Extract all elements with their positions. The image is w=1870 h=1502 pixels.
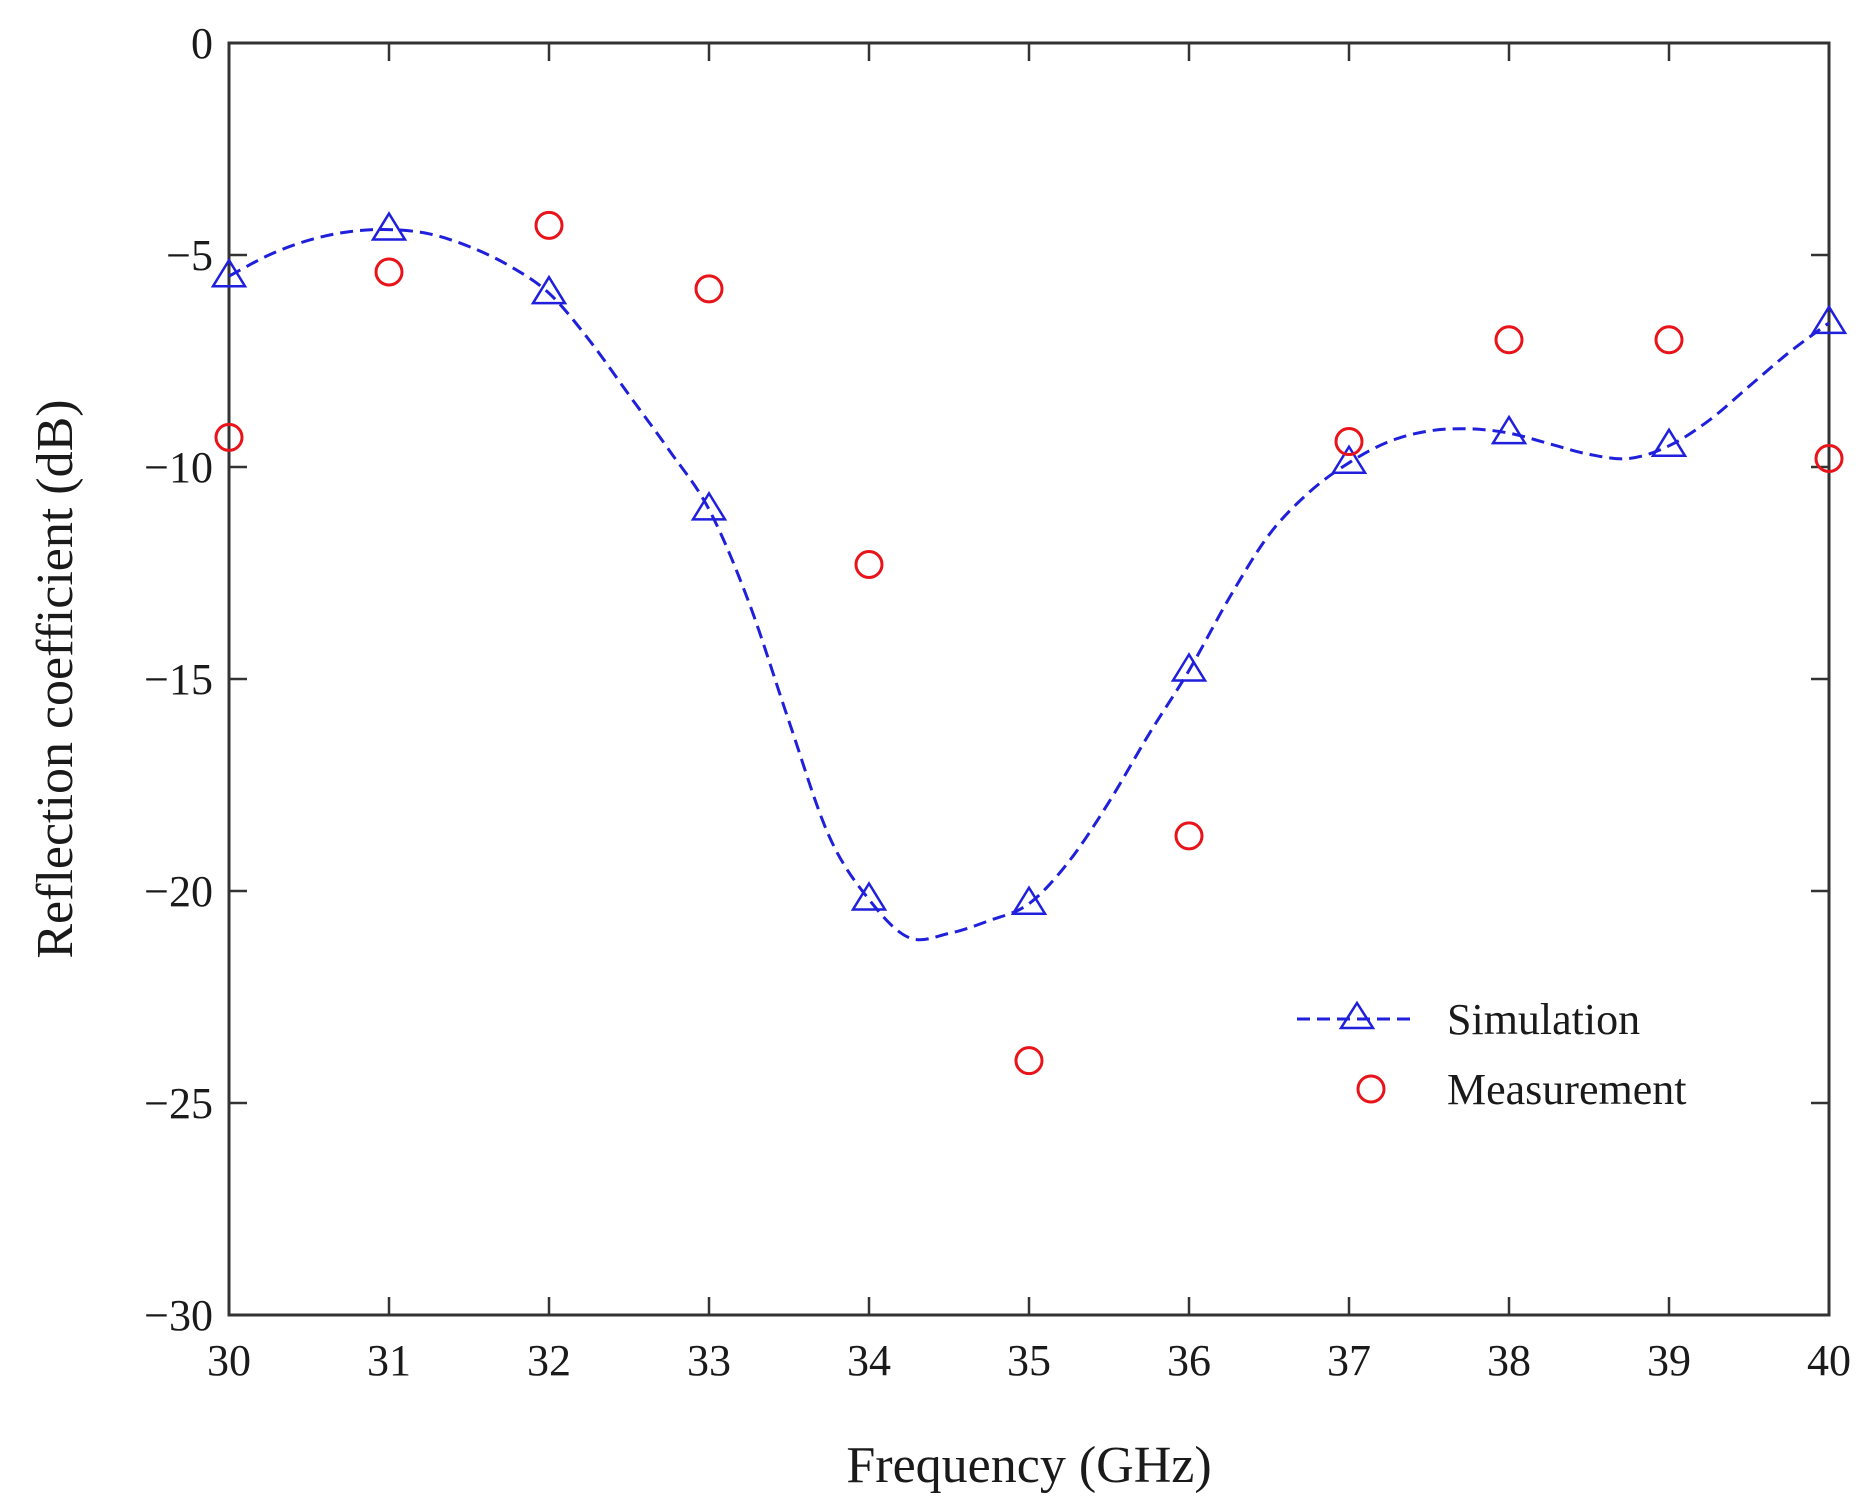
simulation-point xyxy=(1650,427,1688,458)
simulation-point xyxy=(1810,304,1848,335)
y-tick-label: −10 xyxy=(144,443,213,492)
simulation-point xyxy=(850,881,888,911)
series-layer xyxy=(210,210,1848,1076)
legend-simulation-marker xyxy=(1338,1000,1376,1030)
measurement-point xyxy=(374,257,404,287)
measurement-point xyxy=(854,550,884,580)
legend-simulation-label: Simulation xyxy=(1447,995,1640,1044)
measurement-point xyxy=(1334,427,1364,457)
legend-measurement-marker xyxy=(1356,1074,1386,1104)
x-tick-label: 37 xyxy=(1327,1336,1371,1385)
simulation-point xyxy=(530,274,568,305)
y-tick-label: −20 xyxy=(144,867,213,916)
measurement-point xyxy=(1174,821,1204,851)
x-tick-label: 34 xyxy=(847,1336,891,1385)
legend-measurement-label: Measurement xyxy=(1447,1065,1686,1114)
y-axis-label: Reflection coefficient (dB) xyxy=(27,399,84,958)
x-tick-label: 31 xyxy=(367,1336,411,1385)
x-axis-ticks: 30 31 32 33 34 35 36 37 38 39 40 xyxy=(207,43,1851,1385)
x-tick-label: 40 xyxy=(1807,1336,1851,1385)
y-tick-label: −25 xyxy=(144,1079,213,1128)
measurement-point xyxy=(1814,444,1844,474)
x-tick-label: 35 xyxy=(1007,1336,1051,1385)
y-axis-ticks: 0 −5 −10 −15 −20 −25 −30 xyxy=(144,19,1829,1340)
y-tick-label: 0 xyxy=(191,19,213,68)
simulation-point xyxy=(1010,885,1048,915)
simulation-point xyxy=(370,211,408,241)
measurement-point xyxy=(1014,1046,1044,1076)
simulation-point xyxy=(690,491,728,521)
x-tick-label: 30 xyxy=(207,1336,251,1385)
x-axis-label: Frequency (GHz) xyxy=(846,1437,1211,1494)
x-tick-label: 39 xyxy=(1647,1336,1691,1385)
y-tick-label: −5 xyxy=(166,231,213,280)
measurement-point xyxy=(1654,325,1684,355)
x-tick-label: 36 xyxy=(1167,1336,1211,1385)
simulation-point xyxy=(1170,652,1208,682)
simulation-point xyxy=(210,257,248,288)
x-tick-label: 38 xyxy=(1487,1336,1531,1385)
simulation-point xyxy=(1490,414,1528,445)
y-tick-label: −30 xyxy=(144,1291,213,1340)
plot-area xyxy=(227,41,1831,1317)
measurement-point xyxy=(214,422,244,452)
measurement-point xyxy=(1494,325,1524,355)
x-tick-label: 32 xyxy=(527,1336,571,1385)
x-tick-label: 33 xyxy=(687,1336,731,1385)
legend: Simulation Measurement xyxy=(1297,995,1686,1114)
simulation-point xyxy=(1330,444,1368,475)
measurement-point xyxy=(694,274,724,304)
y-tick-label: −15 xyxy=(144,655,213,704)
measurement-point xyxy=(534,210,564,240)
